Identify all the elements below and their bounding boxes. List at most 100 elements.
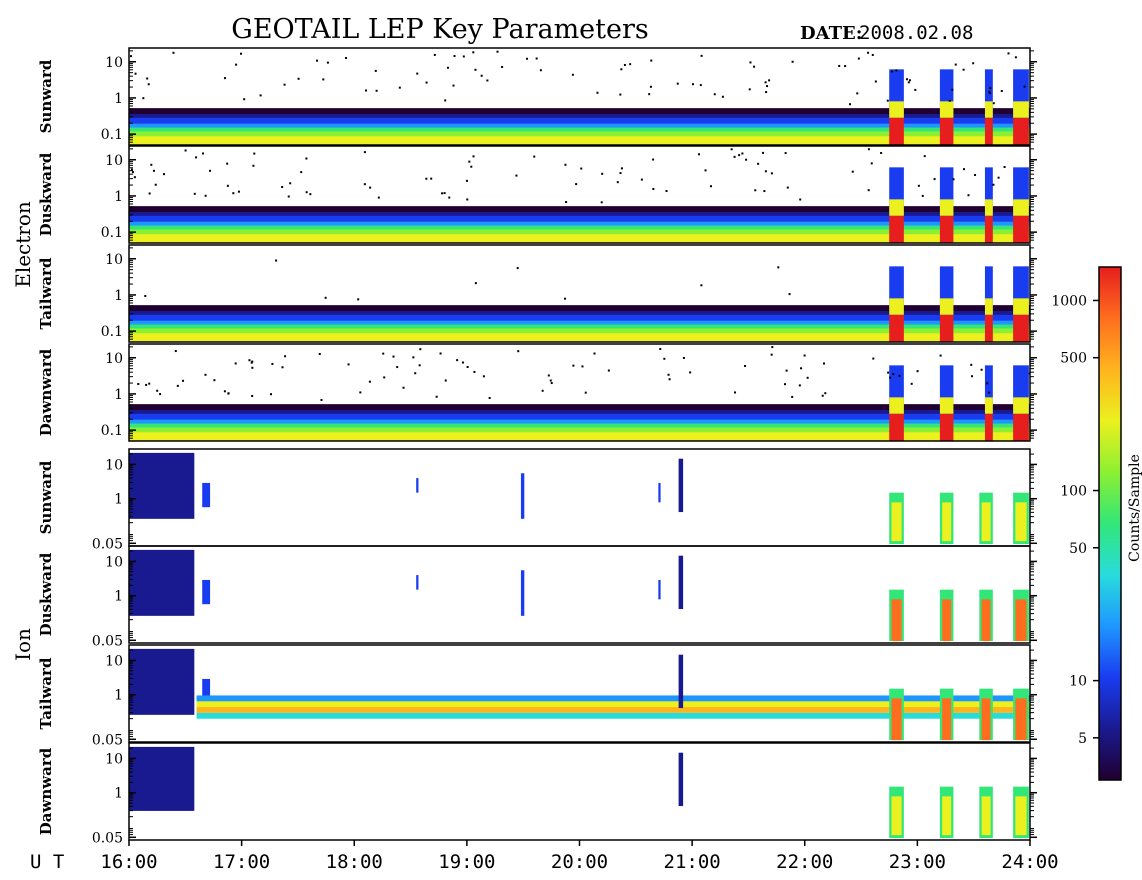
noise-dot bbox=[227, 392, 230, 395]
noise-dot bbox=[663, 357, 666, 360]
noise-dot bbox=[564, 163, 567, 166]
noise-dot bbox=[226, 162, 229, 165]
noise-dot bbox=[754, 189, 757, 192]
noise-dot bbox=[130, 55, 133, 58]
ion-signal bbox=[658, 482, 661, 503]
x-tick-label: 23:00 bbox=[889, 851, 946, 873]
noise-dot bbox=[248, 359, 251, 362]
noise-dot bbox=[682, 356, 685, 359]
noise-dot bbox=[700, 284, 703, 287]
noise-dot bbox=[320, 398, 323, 401]
noise-dot bbox=[462, 55, 465, 58]
burst-event bbox=[984, 397, 993, 414]
x-tick-label: 16:00 bbox=[100, 851, 157, 873]
noise-dot bbox=[549, 379, 552, 382]
y-tick-label: 10 bbox=[105, 457, 123, 473]
noise-dot bbox=[821, 394, 824, 397]
noise-dot bbox=[992, 183, 995, 186]
ion-signal bbox=[196, 712, 1030, 719]
noise-dot bbox=[857, 57, 860, 60]
ion-signal bbox=[942, 698, 952, 741]
x-tick-label: 17:00 bbox=[213, 851, 270, 873]
burst-event bbox=[889, 199, 904, 216]
noise-dot bbox=[535, 57, 538, 60]
noise-dot bbox=[461, 361, 464, 364]
noise-dot bbox=[176, 384, 179, 387]
y-tick-label: 0.05 bbox=[92, 633, 123, 649]
ion-signal bbox=[891, 502, 902, 542]
noise-dot bbox=[971, 375, 974, 378]
noise-dot bbox=[150, 163, 153, 166]
noise-dot bbox=[629, 63, 632, 66]
direction-label: Dawnward bbox=[37, 348, 55, 436]
burst-event bbox=[984, 266, 993, 311]
noise-dot bbox=[806, 376, 809, 379]
noise-dot bbox=[575, 183, 578, 186]
noise-dot bbox=[145, 383, 148, 386]
noise-dot bbox=[204, 373, 207, 376]
noise-dot bbox=[416, 72, 419, 75]
ion-signal bbox=[678, 752, 684, 807]
y-tick-label: 1 bbox=[114, 91, 123, 107]
noise-dot bbox=[473, 370, 476, 373]
noise-dot bbox=[649, 85, 652, 88]
y-tick-label: 0.1 bbox=[101, 225, 123, 241]
noise-dot bbox=[284, 355, 287, 358]
colorbar-tick-label: 5 bbox=[1078, 731, 1087, 747]
x-tick-label: 20:00 bbox=[551, 851, 608, 873]
noise-dot bbox=[992, 102, 995, 105]
noise-dot bbox=[154, 183, 157, 186]
burst-event bbox=[984, 215, 993, 243]
noise-dot bbox=[910, 382, 913, 385]
noise-dot bbox=[799, 198, 802, 201]
noise-dot bbox=[652, 158, 655, 161]
noise-dot bbox=[783, 383, 786, 386]
noise-dot bbox=[251, 394, 254, 397]
noise-dot bbox=[974, 173, 977, 176]
noise-dot bbox=[951, 88, 954, 91]
noise-dot bbox=[887, 371, 890, 374]
ion-signal bbox=[1015, 698, 1027, 741]
noise-dot bbox=[251, 366, 254, 369]
noise-dot bbox=[734, 391, 737, 394]
noise-dot bbox=[741, 152, 744, 155]
noise-dot bbox=[972, 62, 975, 65]
time-axis-label: U T bbox=[30, 851, 64, 873]
y-tick-label: 0.1 bbox=[101, 127, 123, 143]
noise-dot bbox=[607, 369, 610, 372]
noise-dot bbox=[148, 382, 151, 385]
noise-dot bbox=[377, 196, 380, 199]
noise-dot bbox=[359, 391, 362, 394]
noise-dot bbox=[791, 60, 794, 63]
noise-dot bbox=[768, 79, 771, 82]
noise-dot bbox=[465, 179, 468, 182]
y-axis: 10 1 0.05 bbox=[92, 550, 1037, 649]
panel-electron-tailward: 10 1 0.1 Tailward bbox=[37, 244, 1037, 343]
noise-dot bbox=[565, 201, 568, 204]
noise-dot bbox=[1023, 85, 1026, 88]
noise-dot bbox=[287, 195, 290, 198]
noise-dot bbox=[880, 151, 883, 154]
panel-ion-sunward: 10 1 0.05 Sunward bbox=[37, 448, 1037, 552]
noise-dot bbox=[146, 77, 149, 80]
noise-dot bbox=[798, 384, 801, 387]
y-tick-label: 10 bbox=[105, 55, 123, 71]
intensity-band bbox=[129, 127, 1030, 134]
noise-dot bbox=[195, 156, 198, 159]
intensity-band bbox=[129, 328, 1030, 336]
noise-dot bbox=[134, 72, 137, 75]
noise-dot bbox=[764, 81, 767, 84]
noise-dot bbox=[480, 74, 483, 77]
noise-dot bbox=[616, 181, 619, 184]
noise-dot bbox=[472, 51, 475, 54]
noise-dot bbox=[667, 373, 670, 376]
panel-frame bbox=[128, 145, 1031, 244]
noise-dot bbox=[259, 94, 262, 97]
noise-dot bbox=[619, 172, 622, 175]
panel-electron-dawnward: 10 1 0.1 Dawnward bbox=[37, 343, 1037, 442]
noise-dot bbox=[986, 382, 989, 385]
noise-dot bbox=[430, 177, 433, 180]
noise-dot bbox=[375, 89, 378, 92]
noise-dot bbox=[396, 366, 399, 369]
noise-dot bbox=[867, 148, 870, 151]
